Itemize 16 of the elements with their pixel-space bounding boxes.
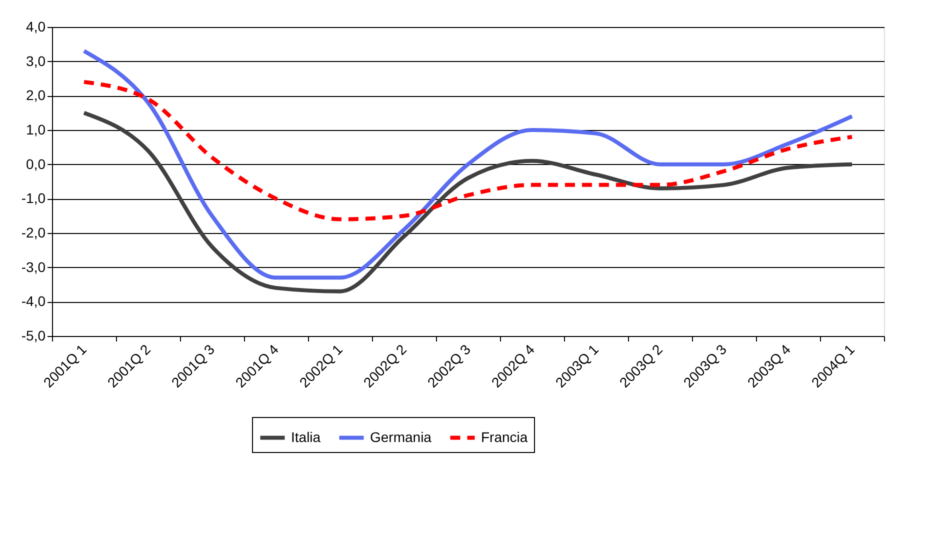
y-tick-label: 1,0 [26,122,46,138]
legend-label: Germania [370,428,432,445]
line-series [82,110,854,294]
line-series [82,80,854,222]
y-tick-label: -4,0 [21,293,46,310]
y-tick-label: -2,0 [21,224,46,240]
y-tick-label: -5,0 [21,328,46,344]
y-tick-label: 0,0 [26,156,46,172]
y-tick-label: -3,0 [21,258,46,275]
line-series [82,49,854,280]
legend-label: Italia [291,428,321,445]
legend-label: Francia [481,428,528,445]
y-tick-label: 3,0 [26,52,46,69]
y-tick-label: 4,0 [26,18,46,34]
y-tick-label: -1,0 [21,190,46,206]
y-tick-label: 2,0 [26,87,46,104]
